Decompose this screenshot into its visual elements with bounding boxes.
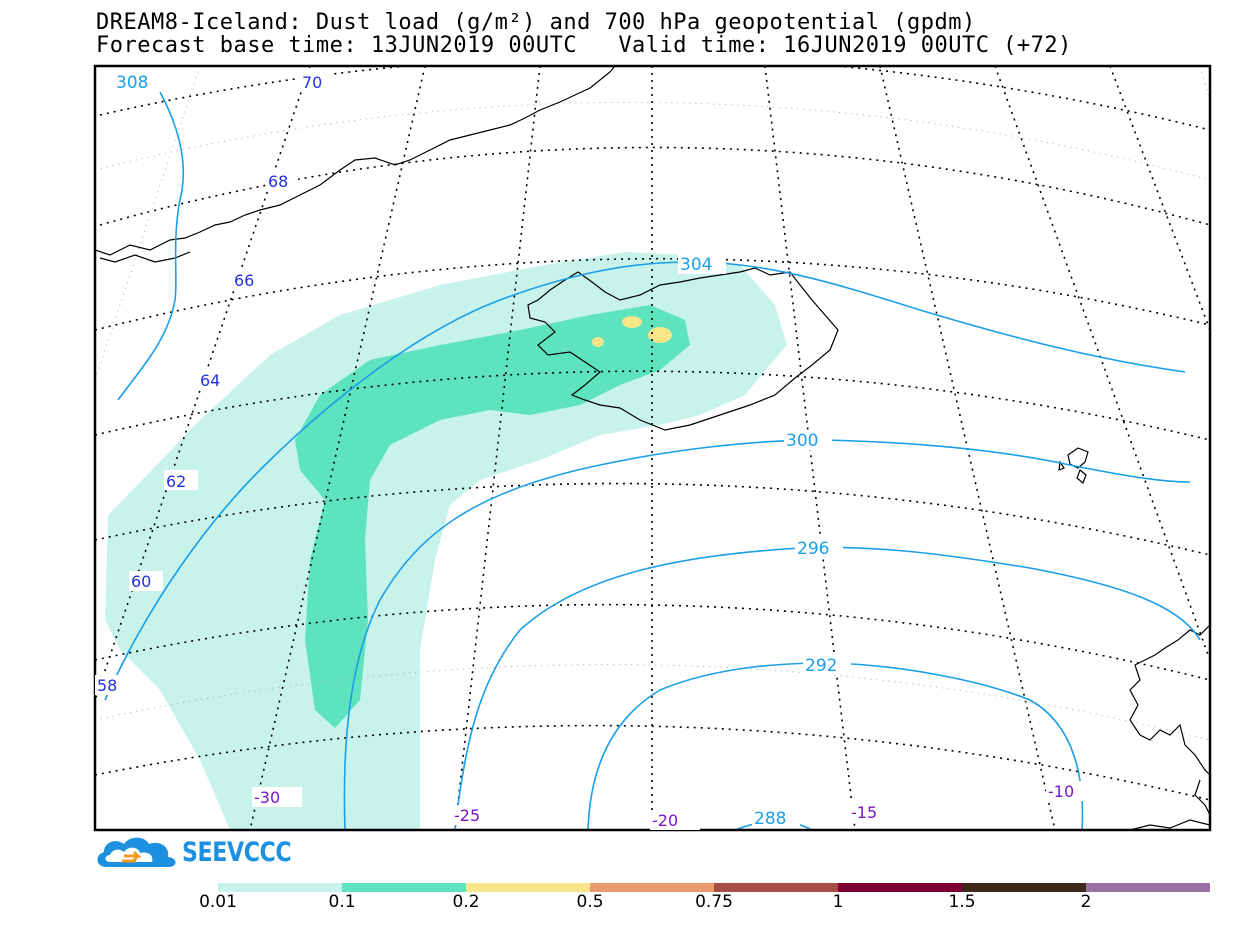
- cloud-icon: [97, 837, 176, 867]
- dust-shading-0.1: [295, 305, 690, 728]
- gp-label-292: 292: [805, 656, 837, 676]
- colorbar-label: 1: [832, 892, 844, 912]
- faroe-islands: [1058, 447, 1089, 485]
- dust-shading-0.2: [648, 327, 672, 343]
- dust-colorbar: [218, 883, 1210, 892]
- geopotential-labels: 308 304 300 296 292 288: [114, 72, 851, 829]
- scotland-coast: [1129, 624, 1210, 776]
- map-subtitle: Forecast base time: 13JUN2019 00UTC Vali…: [96, 33, 1072, 58]
- colorbar-segment: [466, 883, 590, 892]
- gp-label-288: 288: [754, 809, 786, 829]
- colorbar-segment: [342, 883, 466, 892]
- lon-label-20: -20: [652, 811, 678, 830]
- colorbar-segment: [962, 883, 1086, 892]
- contour-292: [587, 662, 1084, 830]
- lat-label-70: 70: [302, 73, 322, 92]
- greenland-coast: [95, 66, 616, 256]
- colorbar-label: 0.01: [199, 892, 237, 912]
- map-title: DREAM8-Iceland: Dust load (g/m²) and 700…: [96, 10, 976, 35]
- iceland-coast: [527, 267, 839, 431]
- lat-label-58: 58: [97, 676, 117, 695]
- dust-shading-0.2: [622, 316, 642, 328]
- contour-308: [117, 91, 184, 401]
- contour-300: [343, 439, 1191, 830]
- gp-label-300: 300: [786, 431, 818, 451]
- colorbar-label: 2: [1080, 892, 1092, 912]
- colorbar-label: 0.2: [452, 892, 480, 912]
- latitude-labels: 70 68 66 64 62 60 58: [95, 72, 334, 695]
- lon-label-25: -25: [454, 806, 480, 825]
- colorbar-label: 0.1: [328, 892, 356, 912]
- colorbar-segment: [1086, 883, 1210, 892]
- colorbar-segment: [714, 883, 838, 892]
- dust-shading-0.01: [105, 252, 787, 830]
- lat-label-62: 62: [166, 472, 186, 491]
- contour-304: [104, 261, 1186, 701]
- gp-label-304: 304: [680, 255, 712, 275]
- gp-label-296: 296: [797, 539, 829, 559]
- colorbar-label: 1.5: [948, 892, 976, 912]
- gp-label-308: 308: [116, 73, 148, 93]
- logo-text: SEEVCCC: [182, 837, 292, 868]
- lon-label-15: -15: [851, 803, 877, 822]
- dust-shading-0.2: [592, 337, 604, 347]
- lat-label-64: 64: [200, 371, 220, 390]
- lon-label-30: -30: [254, 788, 280, 807]
- longitude-labels: -30 -25 -20 -15 -10: [252, 781, 1096, 830]
- lat-label-66: 66: [234, 271, 254, 290]
- colorbar-segment: [590, 883, 714, 892]
- coastlines: [95, 66, 1210, 830]
- lat-label-68: 68: [268, 172, 288, 191]
- contour-296: [454, 546, 1201, 830]
- colorbar-segment: [218, 883, 342, 892]
- lon-label-10: -10: [1048, 782, 1074, 801]
- colorbar-label: 0.5: [576, 892, 604, 912]
- seevccc-logo: SEEVCCC: [94, 833, 304, 873]
- colorbar-label: 0.75: [695, 892, 733, 912]
- lat-label-60: 60: [131, 572, 151, 591]
- graticule-longitudes: [95, 66, 1210, 830]
- colorbar-segment: [838, 883, 962, 892]
